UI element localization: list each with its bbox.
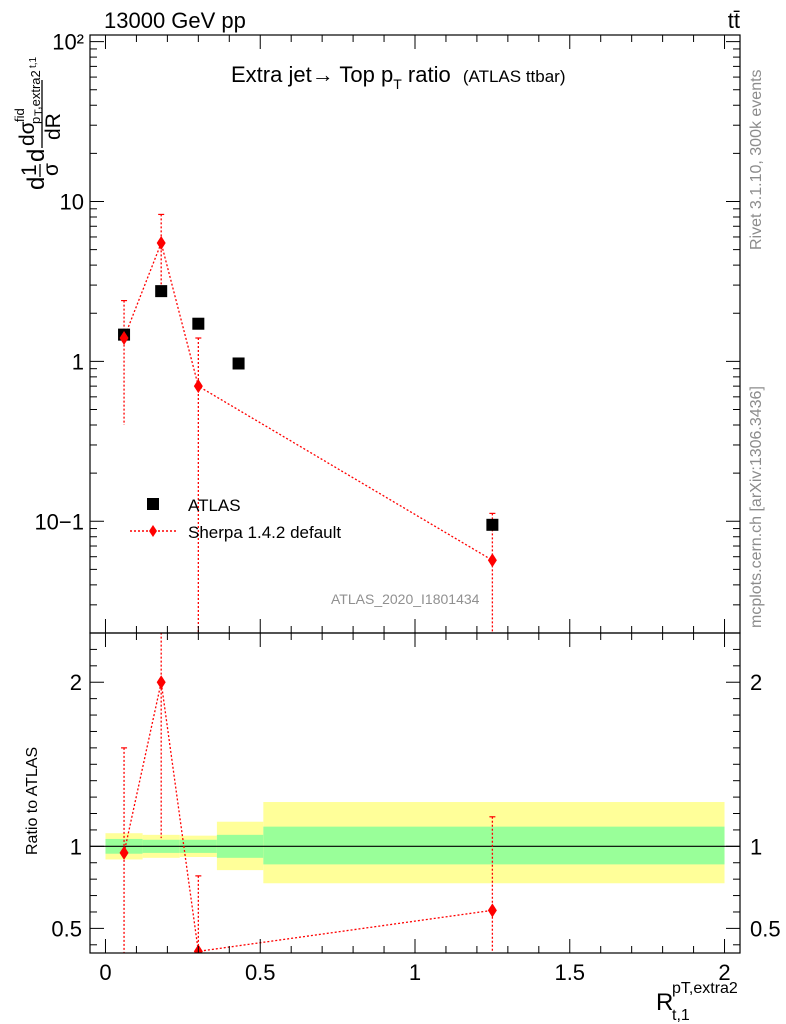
analysis-id: ATLAS_2020_I1801434	[331, 591, 480, 607]
main-axis-ticks: 10−1 1 10 10²	[34, 30, 740, 634]
main-y-tick-label-2: 10	[60, 189, 84, 214]
x-tick-label-4: 2	[718, 960, 730, 985]
x-tick-label-1: 0.5	[245, 960, 276, 985]
svg-text:T: T	[33, 109, 45, 116]
x-axis-label: R pT,extra2 t,1	[656, 980, 738, 1024]
main-title-note: (ATLAS ttbar)	[463, 67, 566, 86]
svg-text:σ: σ	[40, 163, 63, 176]
ratio-plot-frame	[89, 632, 741, 954]
main-title-sub: T	[393, 76, 402, 92]
sherpa-point-1	[156, 236, 166, 251]
main-title-tail: ratio	[402, 62, 451, 87]
sherpa-point-2	[193, 379, 203, 394]
main-y-tick-label-1: 1	[72, 349, 84, 374]
x-tick-label-3: 1.5	[554, 960, 585, 985]
svg-text:dσ: dσ	[16, 121, 39, 146]
main-y-axis-label: d 1 σ d dσ fid p T ,extra2 t,1 dR	[12, 56, 65, 190]
atlas-point-1	[155, 285, 168, 298]
ratio-point-3	[487, 903, 497, 918]
ratio-y-tick-label-right-2: 2	[750, 670, 762, 695]
atlas-point-2	[192, 317, 205, 330]
x-axis-label-sup: pT,extra2	[672, 980, 738, 997]
ratio-y-tick-label-right-0: 0.5	[750, 916, 781, 941]
sherpa-line	[123, 240, 493, 561]
legend-label-atlas: ATLAS	[188, 496, 241, 515]
x-tick-label-2: 1	[409, 960, 421, 985]
ratio-axis-ticks: 0.5 0.5 1 1 2 2 0 0.5 1 1.5 2	[51, 633, 781, 985]
legend-marker-atlas	[147, 498, 159, 510]
stat-uncertainty-band-4	[263, 826, 725, 865]
x-axis-label-main: R	[656, 989, 673, 1016]
mcplots-label: mcplots.cern.ch [arXiv:1306.3436]	[748, 386, 765, 628]
x-axis-label-sub: t,1	[672, 1007, 690, 1024]
ratio-y-tick-label-left-2: 2	[70, 670, 82, 695]
energy-label: 13000 GeV pp	[104, 8, 246, 33]
svg-text:d: d	[23, 149, 50, 162]
sherpa-point-3	[487, 553, 497, 568]
ratio-y-tick-label-left-1: 1	[70, 834, 82, 859]
legend: ATLAS Sherpa 1.4.2 default	[130, 496, 341, 542]
main-plot-series	[118, 213, 499, 633]
svg-text:1: 1	[18, 164, 41, 176]
process-label: tt̄	[728, 8, 740, 33]
ratio-y-tick-label-left-0: 0.5	[51, 916, 82, 941]
rivet-label: Rivet 3.1.10, 300k events	[748, 69, 765, 250]
x-tick-label-0: 0	[99, 960, 111, 985]
ratio-plot-series	[119, 633, 497, 953]
svg-text:Extra jet→ Top pT ratio: Extra jet→ Top pT ratio (ATLAS ttbar)	[231, 62, 566, 92]
svg-text:,extra2: ,extra2	[28, 70, 43, 110]
ratio-point-1	[156, 675, 166, 690]
main-title-text: Extra jet→ Top p	[231, 62, 393, 87]
atlas-point-3	[232, 357, 245, 370]
legend-label-sherpa: Sherpa 1.4.2 default	[188, 523, 341, 542]
main-plot-frame	[89, 34, 741, 634]
svg-text:dR: dR	[42, 113, 65, 140]
main-y-tick-label-3: 10²	[52, 30, 84, 55]
svg-text:p: p	[28, 117, 43, 124]
legend-marker-sherpa	[149, 525, 157, 537]
atlas-point-4	[486, 518, 499, 531]
ratio-point-0	[119, 845, 129, 860]
ratio-uncertainty-bands	[105, 802, 725, 884]
ratio-y-tick-label-right-1: 1	[750, 834, 762, 859]
main-title: Extra jet→ Top pT ratio (ATLAS ttbar)	[231, 62, 566, 92]
main-y-tick-label-0: 10−1	[34, 509, 84, 534]
svg-text:d: d	[23, 177, 50, 190]
sherpa-point-0	[119, 331, 129, 346]
svg-text:t,1: t,1	[28, 56, 39, 68]
ratio-y-axis-label: Ratio to ATLAS	[24, 747, 41, 855]
svg-text:fid: fid	[12, 108, 27, 122]
